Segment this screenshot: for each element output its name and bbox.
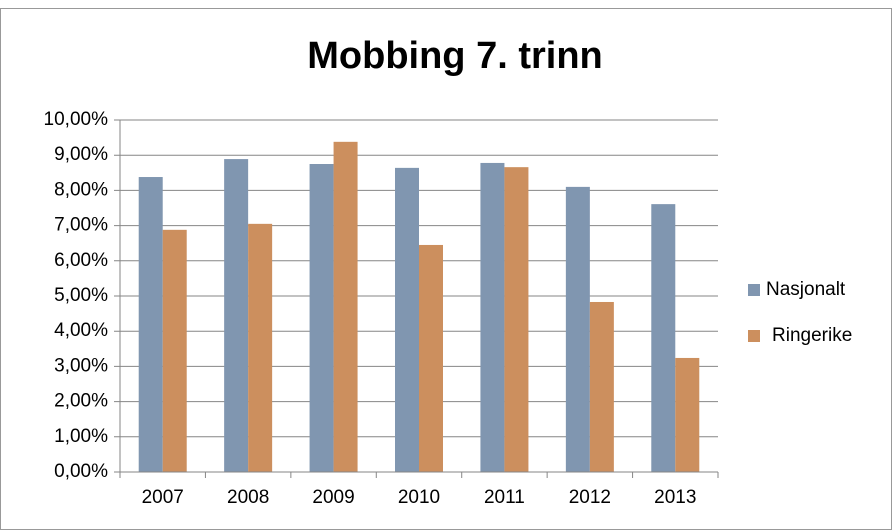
x-tick-label: 2011 (484, 487, 525, 508)
x-tick-label: 2008 (227, 487, 269, 508)
legend-label: Nasjonalt (766, 279, 846, 300)
bar (162, 229, 187, 472)
x-tick-label: 2012 (569, 487, 611, 508)
y-tick-label: 3,00% (54, 355, 108, 376)
y-tick-label: 8,00% (54, 179, 108, 200)
y-tick-label: 2,00% (54, 391, 108, 412)
bar (675, 357, 700, 472)
bar (395, 167, 419, 472)
y-tick-label: 1,00% (54, 426, 108, 447)
bar (504, 167, 529, 472)
bar (565, 186, 590, 472)
y-tick-label: 7,00% (54, 215, 108, 236)
bar (333, 141, 358, 472)
chart-title: Mobbing 7. trinn (307, 35, 603, 77)
bar (419, 244, 443, 472)
x-tick-label: 2010 (398, 487, 440, 508)
bar (309, 164, 334, 472)
bar (138, 177, 163, 473)
y-tick-label: 9,00% (54, 144, 108, 165)
x-tick-label: 2007 (142, 487, 184, 508)
legend-swatch (748, 284, 760, 296)
y-tick-label: 5,00% (54, 285, 108, 306)
bar (480, 162, 505, 472)
y-tick-label: 10,00% (44, 109, 109, 130)
bar (248, 223, 273, 472)
chart-border (0, 8, 892, 530)
x-tick-label: 2013 (654, 487, 696, 508)
legend-swatch (748, 330, 760, 342)
bar (589, 301, 614, 472)
bar (651, 204, 676, 473)
y-tick-label: 6,00% (54, 250, 108, 271)
y-tick-label: 4,00% (54, 320, 108, 341)
legend-label: Ringerike (772, 325, 852, 346)
x-tick-label: 2009 (312, 487, 354, 508)
y-tick-label: 0,00% (54, 461, 108, 482)
bar (224, 159, 249, 472)
